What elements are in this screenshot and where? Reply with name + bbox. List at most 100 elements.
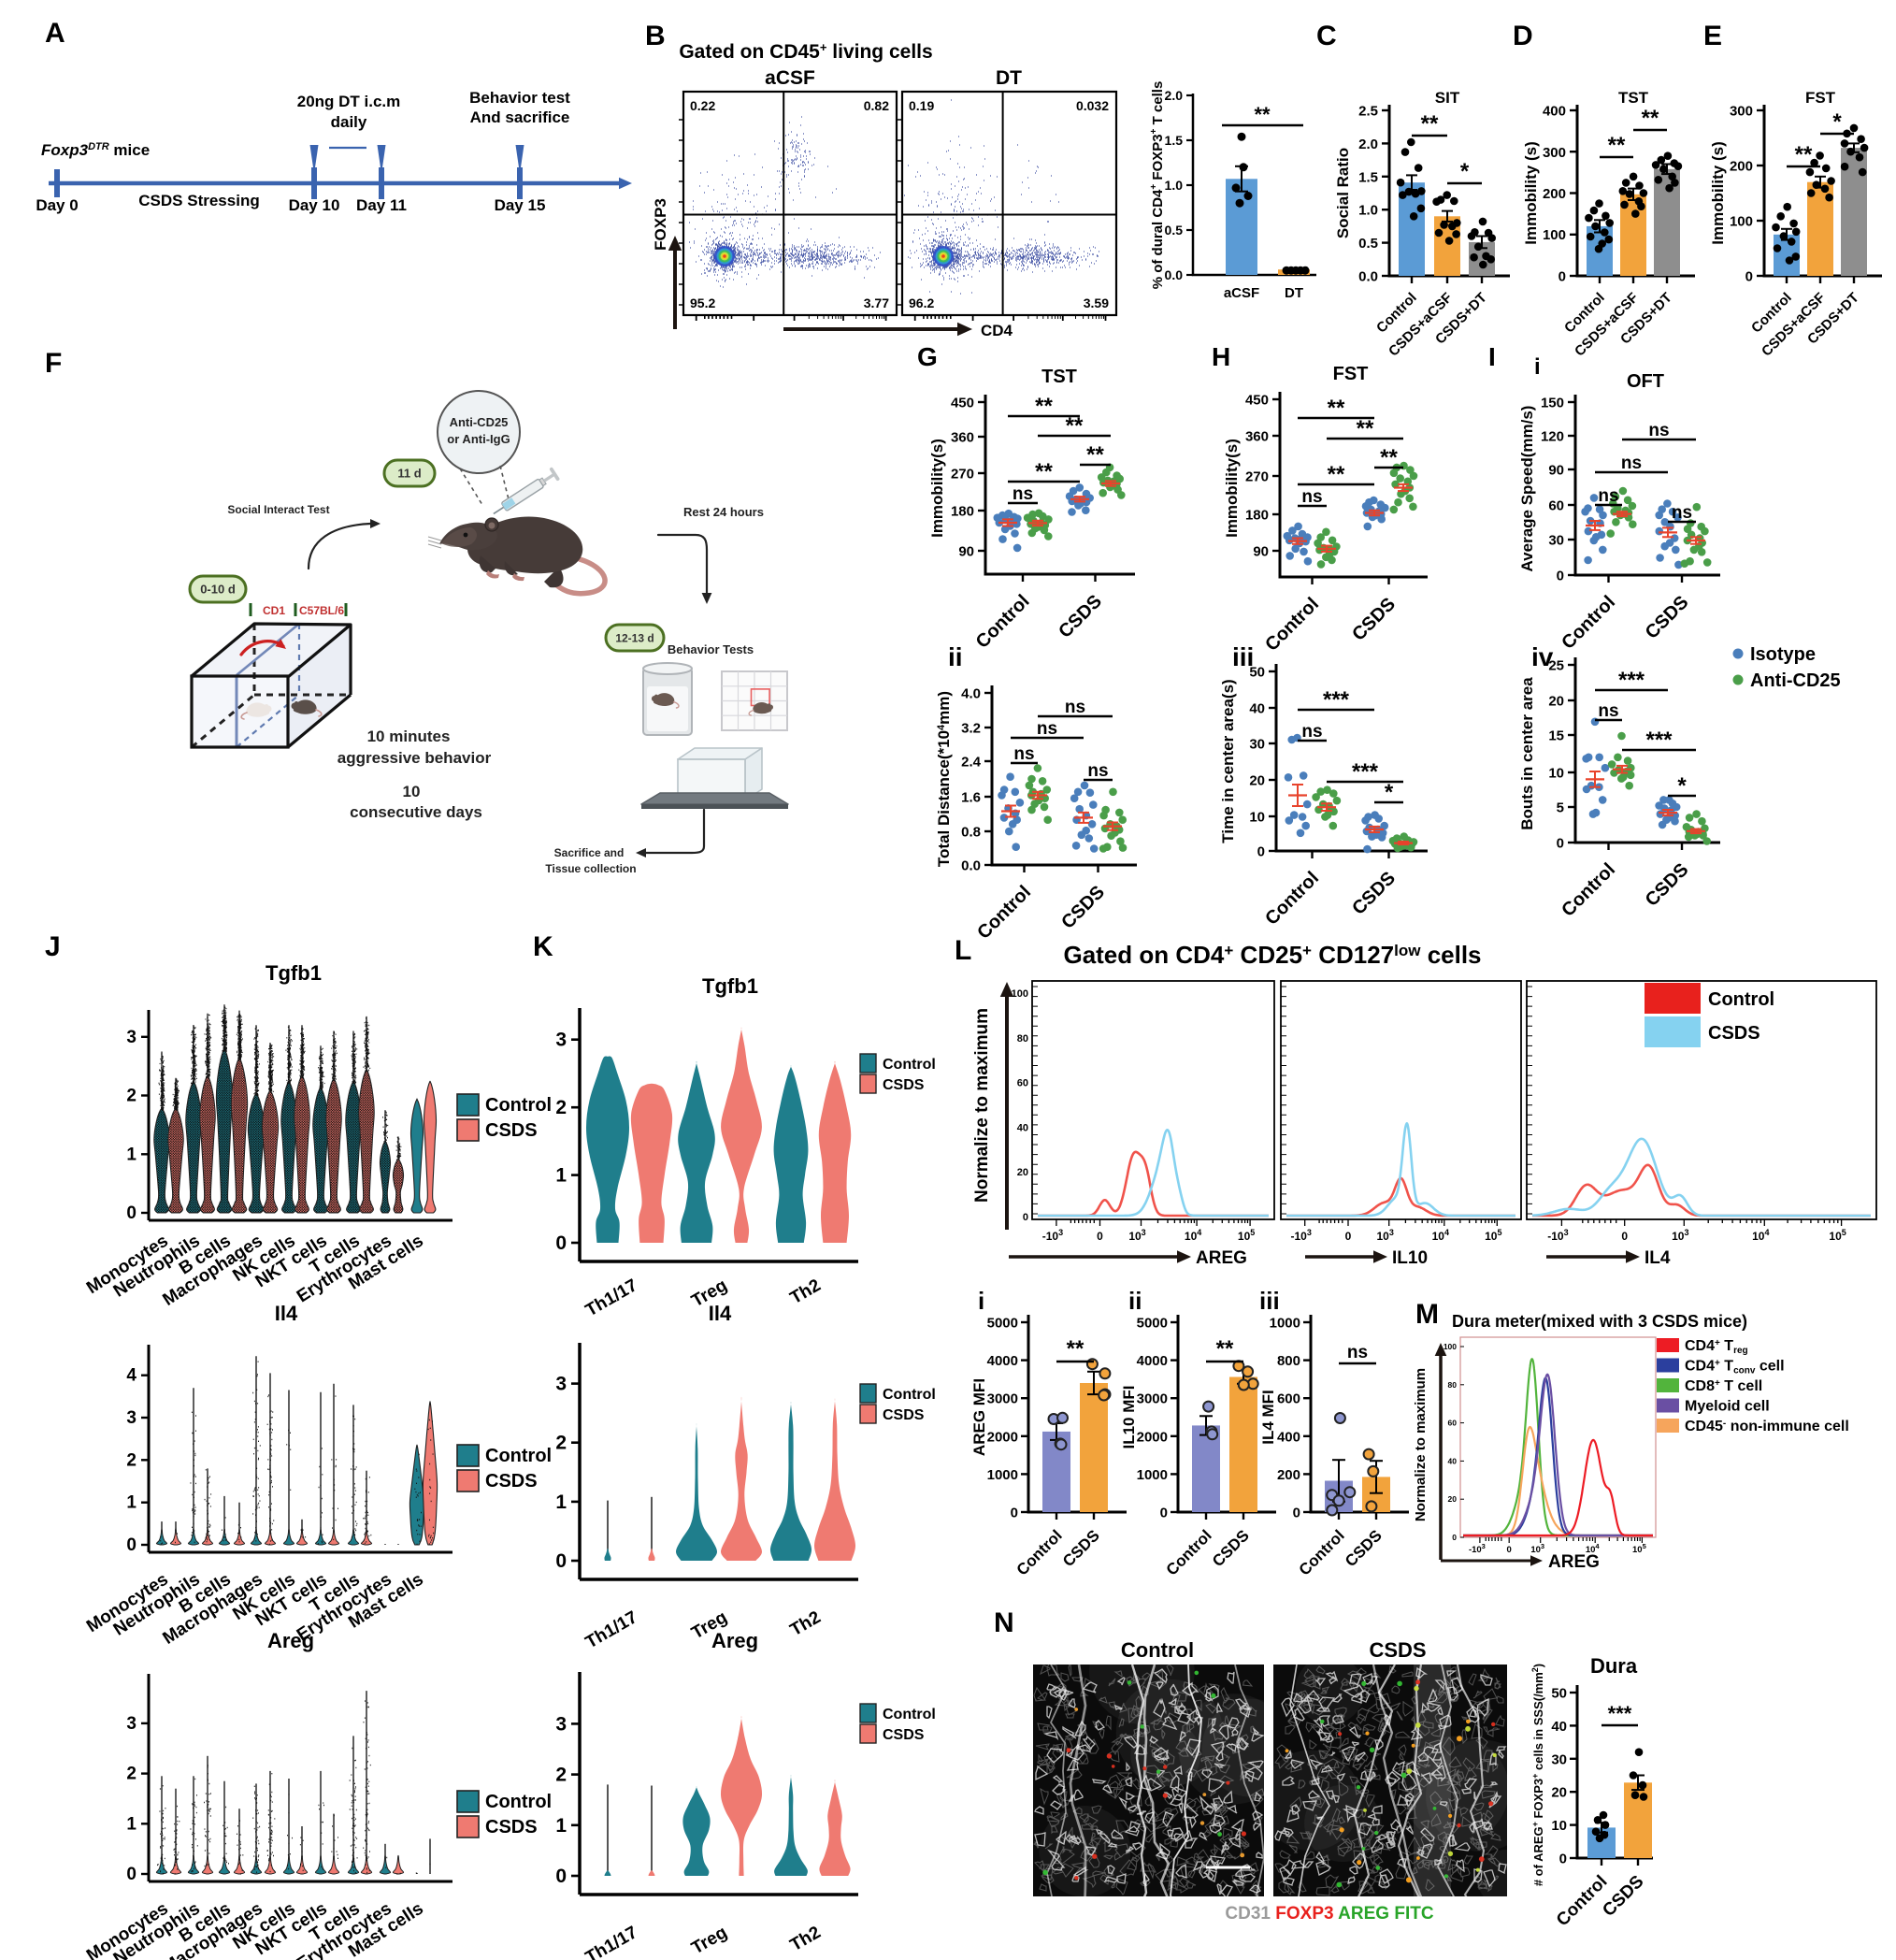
svg-text:105: 105 [1829, 1228, 1846, 1243]
svg-text:IL10 MFI: IL10 MFI [1120, 1385, 1138, 1448]
svg-text:***: *** [1323, 687, 1350, 713]
svg-text:And sacrifice: And sacrifice [470, 108, 570, 126]
svg-text:1.5: 1.5 [1358, 169, 1378, 185]
svg-text:Immobility(s): Immobility(s) [1223, 439, 1241, 538]
svg-text:10: 10 [403, 783, 421, 800]
svg-text:3.59: 3.59 [1084, 295, 1109, 310]
svg-text:4000: 4000 [1137, 1353, 1168, 1369]
svg-text:Anti-CD25: Anti-CD25 [1750, 670, 1841, 691]
svg-text:103: 103 [1128, 1228, 1145, 1243]
svg-text:CSDS: CSDS [1369, 1638, 1426, 1662]
svg-text:100: 100 [1012, 988, 1028, 1000]
svg-text:1: 1 [126, 1145, 136, 1164]
svg-text:CSDS: CSDS [485, 1471, 538, 1492]
svg-text:Th2: Th2 [787, 1275, 825, 1308]
svg-text:1.5: 1.5 [1165, 133, 1184, 148]
svg-text:0.8: 0.8 [961, 825, 981, 841]
svg-text:Dura meter(mixed with 3 CSDS m: Dura meter(mixed with 3 CSDS mice) [1452, 1312, 1747, 1331]
svg-text:100: 100 [1444, 1342, 1457, 1351]
svg-text:aCSF: aCSF [1224, 285, 1259, 301]
svg-text:**: ** [1380, 445, 1398, 470]
svg-text:CSDS: CSDS [1642, 592, 1693, 643]
svg-text:CD1: CD1 [263, 604, 285, 617]
svg-text:0: 0 [1293, 1506, 1300, 1521]
svg-text:180: 180 [1245, 508, 1269, 524]
svg-text:ns: ns [1598, 701, 1618, 721]
svg-text:Day 10: Day 10 [289, 196, 340, 214]
svg-text:2: 2 [555, 1433, 567, 1454]
svg-text:IL10: IL10 [1392, 1248, 1428, 1268]
svg-text:iv: iv [1531, 642, 1554, 671]
svg-text:Control: Control [485, 1792, 552, 1812]
svg-text:3: 3 [126, 1714, 136, 1734]
svg-text:Control: Control [485, 1095, 552, 1116]
svg-text:Il4: Il4 [709, 1302, 732, 1325]
svg-text:150: 150 [1541, 396, 1564, 411]
svg-text:0.22: 0.22 [690, 98, 715, 113]
svg-text:A: A [45, 18, 65, 49]
svg-text:J: J [45, 931, 61, 962]
svg-text:Day 11: Day 11 [356, 196, 407, 214]
svg-text:Control: Control [1296, 1526, 1348, 1578]
svg-text:Control: Control [1261, 594, 1323, 656]
svg-text:400: 400 [1543, 104, 1566, 120]
svg-text:CSDS: CSDS [485, 1120, 538, 1141]
svg-text:FST: FST [1333, 364, 1369, 384]
svg-text:103: 103 [1377, 1228, 1394, 1243]
svg-text:200: 200 [1277, 1467, 1300, 1483]
svg-text:2: 2 [555, 1765, 567, 1786]
svg-text:Control: Control [883, 1707, 936, 1722]
svg-text:Social Ratio: Social Ratio [1334, 148, 1352, 238]
svg-text:ii: ii [948, 642, 963, 671]
svg-text:aCSF: aCSF [765, 67, 815, 89]
svg-text:2000: 2000 [987, 1429, 1018, 1445]
svg-text:ns: ns [1065, 698, 1085, 717]
svg-text:0.82: 0.82 [864, 98, 889, 113]
svg-text:Il4: Il4 [275, 1302, 298, 1325]
svg-text:Dura: Dura [1590, 1654, 1638, 1678]
svg-text:0: 0 [1621, 1230, 1628, 1243]
svg-text:103: 103 [1672, 1228, 1688, 1243]
svg-text:CSDS: CSDS [883, 1077, 925, 1093]
svg-text:200: 200 [1730, 159, 1753, 175]
svg-text:2.0: 2.0 [1165, 88, 1184, 103]
svg-text:360: 360 [951, 430, 974, 446]
svg-text:2: 2 [555, 1097, 567, 1118]
svg-text:Th2: Th2 [787, 1923, 825, 1955]
svg-text:OFT: OFT [1627, 371, 1664, 392]
svg-text:Areg: Areg [711, 1629, 758, 1652]
svg-text:0: 0 [1097, 1230, 1103, 1243]
svg-text:Day 15: Day 15 [495, 196, 546, 214]
svg-text:% of dural CD4+ FOXP3+ T cells: % of dural CD4+ FOXP3+ T cells [1149, 81, 1166, 290]
svg-text:CSDS: CSDS [883, 1727, 925, 1743]
svg-text:1.0: 1.0 [1165, 178, 1184, 193]
svg-text:Myeloid cell: Myeloid cell [1685, 1399, 1770, 1415]
svg-text:400: 400 [1277, 1429, 1300, 1445]
svg-text:Gated on CD4+ CD25+ CD127low c: Gated on CD4+ CD25+ CD127low cells [1063, 941, 1481, 969]
svg-text:**: ** [1328, 462, 1345, 487]
svg-text:ns: ns [1037, 719, 1057, 739]
svg-text:E: E [1703, 21, 1722, 51]
svg-text:Control: Control [883, 1387, 936, 1403]
svg-text:**: ** [1421, 111, 1439, 137]
svg-text:-103: -103 [1042, 1228, 1063, 1243]
svg-text:96.2: 96.2 [909, 295, 934, 310]
svg-text:0: 0 [1023, 1212, 1028, 1223]
svg-text:2.5: 2.5 [1358, 104, 1378, 120]
svg-text:Immobility(s): Immobility(s) [928, 439, 946, 538]
svg-text:103: 103 [1530, 1542, 1544, 1555]
svg-text:CD8+ T cell: CD8+ T cell [1685, 1378, 1762, 1394]
svg-text:TST: TST [1618, 89, 1649, 107]
svg-text:M: M [1415, 1299, 1439, 1330]
svg-text:Control: Control [1013, 1526, 1066, 1578]
svg-text:1: 1 [555, 1492, 567, 1513]
svg-text:i: i [1534, 354, 1541, 380]
svg-text:1: 1 [126, 1814, 136, 1834]
svg-text:0: 0 [1557, 569, 1564, 584]
svg-text:ns: ns [1347, 1343, 1368, 1362]
svg-text:40: 40 [1017, 1122, 1028, 1133]
svg-text:104: 104 [1752, 1228, 1769, 1243]
svg-text:80: 80 [1017, 1033, 1028, 1045]
svg-text:***: *** [1608, 1702, 1632, 1725]
svg-text:0: 0 [126, 1203, 136, 1223]
